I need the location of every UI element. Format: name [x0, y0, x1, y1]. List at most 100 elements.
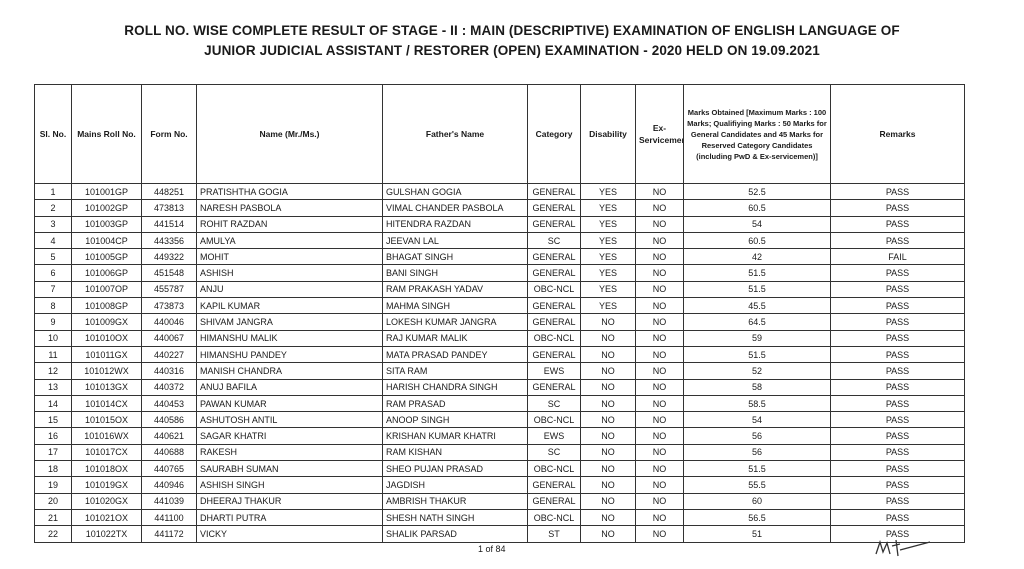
cell-form-no: 441039: [141, 492, 197, 510]
cell-roll-no: 101010OX: [71, 329, 142, 347]
cell-marks: 42: [683, 248, 831, 266]
cell-name: ASHISH: [196, 264, 383, 282]
header-father-name: Father's Name: [382, 84, 528, 184]
cell-name: DHEERAJ THAKUR: [196, 492, 383, 510]
cell-marks: 58.5: [683, 394, 831, 413]
cell-marks: 60.5: [683, 199, 831, 217]
cell-category: OBC-NCL: [527, 411, 581, 429]
signature: [875, 539, 931, 557]
cell-father-name: HARISH CHANDRA SINGH: [382, 378, 528, 396]
cell-category: OBC-NCL: [527, 280, 581, 299]
cell-remarks: PASS: [830, 362, 965, 380]
cell-sl-no: 9: [34, 313, 72, 331]
cell-ex-servicemen: NO: [635, 476, 684, 494]
cell-disability: NO: [580, 345, 636, 364]
cell-ex-servicemen: NO: [635, 248, 684, 266]
cell-father-name: ANOOP SINGH: [382, 411, 528, 429]
header-disability: Disability: [580, 84, 636, 184]
cell-roll-no: 101008GP: [71, 297, 142, 315]
cell-form-no: 441514: [141, 215, 197, 233]
cell-sl-no: 11: [34, 345, 72, 364]
cell-ex-servicemen: NO: [635, 362, 684, 380]
cell-form-no: 440067: [141, 329, 197, 347]
cell-remarks: PASS: [830, 231, 965, 250]
table-row: 9 101009GX 440046 SHIVAM JANGRA LOKESH KUMAR…: [34, 313, 965, 331]
table-row: 18 101018OX 440765 SAURABH SUMAN SHEO PUJAN …: [34, 460, 965, 478]
cell-category: GENERAL: [527, 248, 581, 266]
cell-disability: NO: [580, 427, 636, 445]
cell-marks: 60.5: [683, 231, 831, 250]
cell-category: GENERAL: [527, 297, 581, 315]
cell-ex-servicemen: NO: [635, 280, 684, 299]
cell-ex-servicemen: NO: [635, 427, 684, 445]
cell-roll-no: 101003GP: [71, 215, 142, 233]
cell-category: GENERAL: [527, 264, 581, 282]
cell-disability: NO: [580, 378, 636, 396]
cell-ex-servicemen: NO: [635, 297, 684, 315]
cell-name: ANJU: [196, 280, 383, 299]
cell-form-no: 455787: [141, 280, 197, 299]
cell-roll-no: 101012WX: [71, 362, 142, 380]
cell-roll-no: 101009GX: [71, 313, 142, 331]
cell-category: GENERAL: [527, 378, 581, 396]
cell-name: HIMANSHU PANDEY: [196, 345, 383, 364]
cell-roll-no: 101021OX: [71, 508, 142, 527]
cell-sl-no: 15: [34, 411, 72, 429]
cell-form-no: 440046: [141, 313, 197, 331]
cell-form-no: 440765: [141, 460, 197, 478]
cell-remarks: PASS: [830, 264, 965, 282]
table-row: 20 101020GX 441039 DHEERAJ THAKUR AMBRISH TH…: [34, 492, 965, 510]
cell-category: EWS: [527, 427, 581, 445]
cell-form-no: 440688: [141, 443, 197, 462]
cell-sl-no: 1: [34, 182, 72, 201]
cell-disability: YES: [580, 280, 636, 299]
cell-disability: YES: [580, 182, 636, 201]
cell-roll-no: 101002GP: [71, 199, 142, 217]
cell-sl-no: 3: [34, 215, 72, 233]
cell-father-name: JAGDISH: [382, 476, 528, 494]
cell-form-no: 441100: [141, 508, 197, 527]
cell-remarks: PASS: [830, 378, 965, 396]
cell-ex-servicemen: NO: [635, 215, 684, 233]
cell-father-name: MAHMA SINGH: [382, 297, 528, 315]
cell-marks: 64.5: [683, 313, 831, 331]
cell-sl-no: 18: [34, 460, 72, 478]
cell-form-no: 440586: [141, 411, 197, 429]
cell-form-no: 448251: [141, 182, 197, 201]
cell-father-name: RAM PRASAD: [382, 394, 528, 413]
document-title-line-1: ROLL NO. WISE COMPLETE RESULT OF STAGE -…: [124, 23, 900, 38]
cell-remarks: PASS: [830, 525, 965, 543]
cell-remarks: PASS: [830, 313, 965, 331]
cell-name: PAWAN KUMAR: [196, 394, 383, 413]
cell-roll-no: 101015OX: [71, 411, 142, 429]
cell-name: HIMANSHU MALIK: [196, 329, 383, 347]
cell-marks: 52: [683, 362, 831, 380]
cell-name: NARESH PASBOLA: [196, 199, 383, 217]
cell-category: ST: [527, 525, 581, 543]
cell-father-name: SHEO PUJAN PRASAD: [382, 460, 528, 478]
cell-marks: 51.5: [683, 345, 831, 364]
header-name: Name (Mr./Ms.): [196, 84, 383, 184]
cell-father-name: VIMAL CHANDER PASBOLA: [382, 199, 528, 217]
cell-sl-no: 22: [34, 525, 72, 543]
cell-marks: 58: [683, 378, 831, 396]
cell-form-no: 440453: [141, 394, 197, 413]
header-sl-no: Sl. No.: [34, 84, 72, 184]
cell-marks: 51: [683, 525, 831, 543]
table-row: 11 101011GX 440227 HIMANSHU PANDEY MATA PRAS…: [34, 345, 965, 364]
cell-ex-servicemen: NO: [635, 460, 684, 478]
cell-roll-no: 101020GX: [71, 492, 142, 510]
cell-form-no: 441172: [141, 525, 197, 543]
cell-remarks: PASS: [830, 329, 965, 347]
cell-name: ASHUTOSH ANTIL: [196, 411, 383, 429]
cell-ex-servicemen: NO: [635, 492, 684, 510]
cell-category: EWS: [527, 362, 581, 380]
cell-form-no: 440621: [141, 427, 197, 445]
cell-roll-no: 101001GP: [71, 182, 142, 201]
cell-sl-no: 20: [34, 492, 72, 510]
cell-form-no: 443356: [141, 231, 197, 250]
cell-name: RAKESH: [196, 443, 383, 462]
cell-disability: NO: [580, 508, 636, 527]
cell-sl-no: 12: [34, 362, 72, 380]
cell-father-name: JEEVAN LAL: [382, 231, 528, 250]
